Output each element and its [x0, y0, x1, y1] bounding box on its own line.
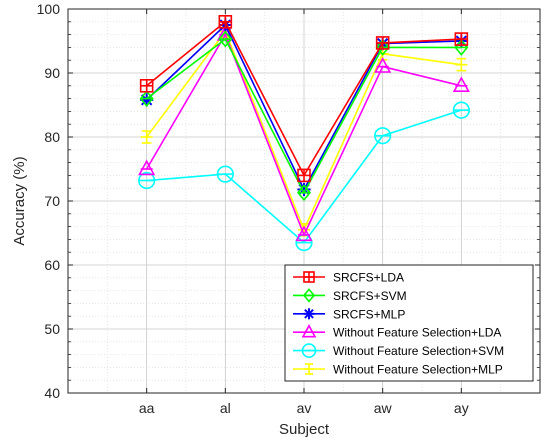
legend-marker: [304, 363, 314, 375]
data-point: [218, 30, 233, 48]
legend-item: SRCFS+MLP: [293, 307, 405, 321]
y-axis-title: Accuracy (%): [11, 156, 28, 245]
series-3: [138, 25, 470, 242]
legend-marker: [301, 324, 317, 338]
data-point: [138, 171, 156, 190]
data-point: [452, 101, 470, 119]
legend-marker: [301, 343, 317, 358]
legend-label: SRCFS+LDA: [333, 271, 404, 285]
legend-marker: [302, 288, 316, 303]
legend-item: Without Feature Selection+LDA: [293, 324, 501, 340]
data-point: [452, 76, 470, 92]
data-point: [139, 79, 154, 93]
series-1: [139, 30, 469, 202]
x-tick-label: al: [220, 400, 231, 416]
x-tick-label: av: [297, 400, 312, 416]
legend-marker: [303, 271, 315, 283]
data-point: [374, 57, 392, 73]
legend-label: Without Feature Selection+SVM: [333, 344, 504, 358]
y-tick-label: 80: [44, 129, 60, 145]
data-point: [296, 184, 312, 202]
y-axis-ticks: 40 50 60 70 80 90 100: [37, 1, 540, 401]
y-tick-label: 100: [37, 1, 61, 17]
legend-label: Without Feature Selection+LDA: [333, 326, 501, 340]
legend-item: Without Feature Selection+SVM: [293, 343, 504, 358]
data-point: [297, 168, 311, 183]
data-point: [295, 225, 313, 242]
data-point: [374, 127, 392, 145]
data-point: [454, 32, 469, 46]
x-tick-label: aw: [374, 400, 393, 416]
x-axis-title: Subject: [279, 421, 330, 438]
x-axis-ticks: aa al av aw ay: [139, 9, 469, 416]
data-point: [140, 130, 153, 144]
data-point: [218, 15, 233, 29]
legend-label: Without Feature Selection+MLP: [333, 363, 503, 377]
x-tick-label: aa: [139, 400, 155, 416]
y-tick-label: 70: [44, 193, 60, 209]
legend-box: [284, 264, 534, 382]
legend-marker: [303, 308, 315, 320]
data-point: [216, 165, 234, 183]
y-tick-label: 90: [44, 65, 60, 81]
series-0: [139, 15, 469, 183]
series-group: [138, 15, 470, 252]
data-point: [138, 159, 156, 176]
legend-item: SRCFS+SVM: [293, 288, 407, 303]
y-tick-label: 40: [44, 385, 60, 401]
data-point: [139, 90, 154, 108]
x-tick-label: ay: [454, 400, 469, 416]
data-point: [375, 36, 390, 50]
legend-label: SRCFS+MLP: [333, 307, 405, 321]
y-tick-label: 60: [44, 257, 60, 273]
data-point: [455, 57, 468, 72]
legend-item: Without Feature Selection+MLP: [293, 363, 503, 377]
y-tick-label: 50: [44, 321, 60, 337]
legend-label: SRCFS+SVM: [333, 289, 407, 303]
legend-item: SRCFS+LDA: [293, 271, 404, 285]
legend: SRCFS+LDA SRCFS+SVM SRCFS+MLP Without Featu…: [284, 264, 534, 382]
